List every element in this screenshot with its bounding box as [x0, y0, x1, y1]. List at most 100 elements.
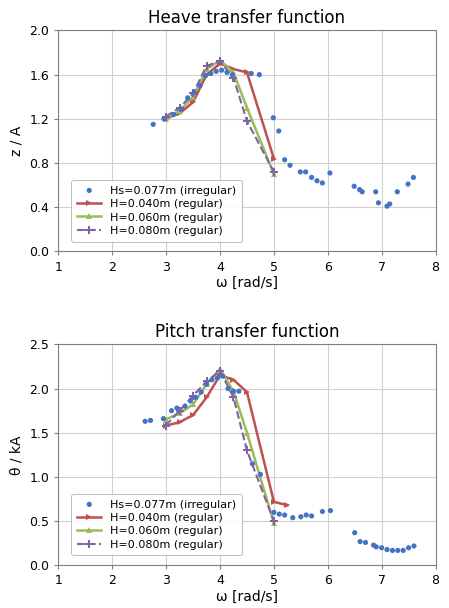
Hs=0.077m (irregular) — [248, 69, 255, 78]
H=0.060m (regular) — [177, 410, 182, 417]
X-axis label: ω [rad/s]: ω [rad/s] — [216, 590, 278, 604]
Hs=0.077m (irregular) — [224, 384, 232, 393]
Hs=0.077m (irregular) — [386, 199, 393, 209]
H=0.060m (regular) — [271, 519, 277, 527]
H=0.040m (regular) — [217, 371, 223, 379]
Hs=0.077m (irregular) — [257, 469, 264, 479]
Hs=0.077m (irregular) — [160, 114, 167, 123]
Hs=0.077m (irregular) — [198, 387, 205, 397]
H=0.060m (regular) — [190, 401, 196, 408]
Title: Pitch transfer function: Pitch transfer function — [155, 323, 339, 342]
Line: H=0.060m (regular): H=0.060m (regular) — [162, 365, 277, 527]
Hs=0.077m (irregular) — [230, 386, 237, 396]
Hs=0.077m (irregular) — [281, 510, 288, 520]
Hs=0.077m (irregular) — [313, 176, 321, 185]
Hs=0.077m (irregular) — [281, 155, 288, 165]
H=0.080m (regular) — [217, 367, 223, 375]
Hs=0.077m (irregular) — [235, 386, 242, 396]
Hs=0.077m (irregular) — [327, 506, 334, 516]
Hs=0.077m (irregular) — [297, 167, 304, 177]
Hs=0.077m (irregular) — [203, 379, 210, 389]
H=0.060m (regular) — [217, 365, 223, 373]
H=0.080m (regular) — [190, 392, 196, 399]
H=0.080m (regular) — [231, 394, 236, 401]
Hs=0.077m (irregular) — [351, 181, 358, 191]
H=0.040m (regular) — [204, 71, 209, 78]
Hs=0.077m (irregular) — [214, 373, 221, 383]
Hs=0.077m (irregular) — [286, 161, 294, 170]
H=0.080m (regular) — [163, 422, 168, 429]
H=0.080m (regular) — [177, 104, 182, 111]
Hs=0.077m (irregular) — [141, 416, 149, 426]
Hs=0.077m (irregular) — [351, 528, 358, 537]
H=0.040m (regular) — [271, 498, 277, 505]
Line: H=0.080m (regular): H=0.080m (regular) — [162, 57, 278, 176]
Hs=0.077m (irregular) — [270, 113, 277, 123]
Hs=0.077m (irregular) — [319, 178, 326, 188]
Hs=0.077m (irregular) — [359, 187, 366, 196]
H=0.060m (regular) — [217, 57, 223, 64]
Hs=0.077m (irregular) — [187, 396, 194, 406]
Hs=0.077m (irregular) — [173, 403, 180, 413]
Hs=0.077m (irregular) — [362, 537, 369, 547]
H=0.060m (regular) — [163, 416, 168, 423]
H=0.080m (regular) — [231, 74, 236, 81]
H=0.040m (regular) — [177, 109, 182, 117]
H=0.080m (regular) — [271, 517, 277, 525]
Hs=0.077m (irregular) — [394, 545, 401, 555]
Hs=0.077m (irregular) — [297, 512, 304, 522]
H=0.040m (regular) — [244, 389, 250, 396]
Hs=0.077m (irregular) — [218, 65, 225, 75]
H=0.040m (regular) — [231, 66, 236, 73]
Hs=0.077m (irregular) — [213, 66, 220, 76]
Hs=0.077m (irregular) — [400, 545, 407, 555]
H=0.060m (regular) — [231, 69, 236, 76]
Hs=0.077m (irregular) — [197, 81, 204, 91]
H=0.080m (regular) — [204, 62, 209, 69]
H=0.040m (regular) — [271, 155, 277, 162]
Line: H=0.040m (regular): H=0.040m (regular) — [162, 60, 277, 162]
Hs=0.077m (irregular) — [405, 179, 412, 189]
Hs=0.077m (irregular) — [184, 93, 191, 103]
Hs=0.077m (irregular) — [208, 375, 216, 385]
Hs=0.077m (irregular) — [378, 543, 385, 553]
Hs=0.077m (irregular) — [357, 537, 364, 547]
H=0.080m (regular) — [244, 447, 250, 454]
H=0.040m (regular) — [204, 394, 209, 401]
H=0.060m (regular) — [231, 387, 236, 395]
H=0.060m (regular) — [177, 108, 182, 115]
Hs=0.077m (irregular) — [319, 506, 326, 516]
Hs=0.077m (irregular) — [410, 541, 418, 551]
H=0.080m (regular) — [190, 90, 196, 97]
H=0.060m (regular) — [163, 115, 168, 122]
H=0.040m (regular) — [285, 502, 290, 509]
H=0.080m (regular) — [204, 378, 209, 385]
Hs=0.077m (irregular) — [249, 459, 256, 469]
Hs=0.077m (irregular) — [147, 415, 154, 425]
Hs=0.077m (irregular) — [192, 393, 199, 402]
H=0.060m (regular) — [271, 170, 277, 178]
H=0.040m (regular) — [163, 115, 168, 122]
Hs=0.077m (irregular) — [275, 126, 282, 136]
Hs=0.077m (irregular) — [405, 543, 412, 553]
H=0.040m (regular) — [190, 412, 196, 419]
H=0.060m (regular) — [190, 93, 196, 100]
H=0.040m (regular) — [163, 422, 168, 429]
Hs=0.077m (irregular) — [383, 545, 391, 554]
Hs=0.077m (irregular) — [170, 109, 177, 119]
Y-axis label: θ / kA: θ / kA — [10, 435, 24, 475]
H=0.060m (regular) — [244, 429, 250, 437]
H=0.040m (regular) — [177, 418, 182, 426]
Hs=0.077m (irregular) — [168, 406, 175, 415]
Hs=0.077m (irregular) — [389, 545, 396, 555]
Hs=0.077m (irregular) — [289, 513, 296, 522]
H=0.060m (regular) — [204, 381, 209, 388]
Hs=0.077m (irregular) — [190, 88, 198, 97]
Legend: Hs=0.077m (irregular), H=0.040m (regular), H=0.060m (regular), H=0.080m (regular: Hs=0.077m (irregular), H=0.040m (regular… — [71, 180, 242, 241]
Hs=0.077m (irregular) — [181, 401, 189, 411]
H=0.040m (regular) — [217, 60, 223, 67]
Y-axis label: z / A: z / A — [10, 126, 24, 156]
Hs=0.077m (irregular) — [229, 70, 236, 80]
Hs=0.077m (irregular) — [303, 510, 310, 520]
Hs=0.077m (irregular) — [224, 67, 231, 77]
